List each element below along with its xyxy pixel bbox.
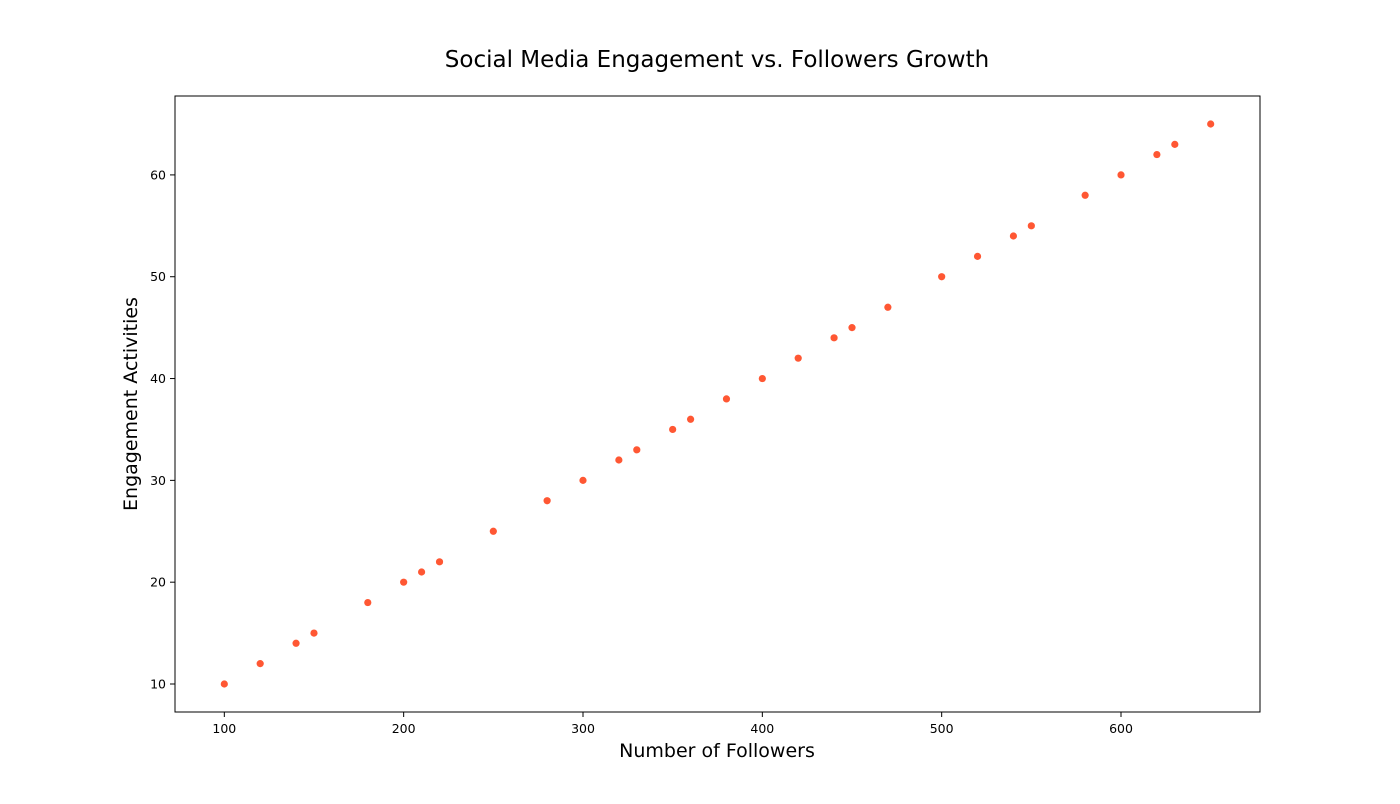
y-tick-label: 50 [150,269,166,284]
data-point [1027,222,1035,230]
y-tick-label: 20 [150,575,166,590]
plot-area-frame [174,95,1261,713]
x-tick-label: 200 [392,721,416,736]
data-point [669,425,677,434]
data-point [758,374,766,383]
x-axis-label: Number of Followers [619,740,815,762]
data-point [1153,150,1161,159]
data-point [256,660,264,668]
y-axis-ticks: 10 20 30 40 50 60 [150,167,175,692]
data-point [489,527,497,535]
x-tick-label: 100 [212,721,236,736]
data-point [310,629,318,637]
data-point [543,497,551,505]
data-point [1171,140,1179,148]
data-point [848,324,856,332]
data-point [1207,120,1215,128]
chart-title: Social Media Engagement vs. Followers Gr… [445,47,989,73]
data-point [1081,191,1089,199]
data-point [830,334,838,342]
data-point [417,568,426,576]
x-tick-label: 500 [930,721,954,736]
data-point [722,395,731,403]
data-point [686,415,695,423]
y-tick-label: 60 [150,167,166,182]
data-point [884,303,892,311]
data-point [794,354,802,362]
y-axis-label: Engagement Activities [120,297,142,511]
data-point [1009,232,1018,240]
y-tick-label: 30 [150,473,166,488]
data-point [220,680,228,688]
data-point [364,598,372,607]
y-tick-label: 40 [150,371,166,386]
data-point [400,578,408,586]
data-point [1117,171,1125,179]
x-axis-ticks: 100 200 300 400 500 600 [212,712,1133,736]
data-point [973,252,982,260]
data-points [220,120,1215,688]
x-tick-label: 600 [1109,721,1133,736]
data-point [579,476,587,484]
y-tick-label: 10 [150,677,166,692]
data-point [615,456,623,464]
data-point [633,446,641,454]
x-tick-label: 300 [571,721,595,736]
x-tick-label: 400 [750,721,774,736]
data-point [435,558,444,566]
data-point [292,639,300,647]
data-point [938,273,946,281]
